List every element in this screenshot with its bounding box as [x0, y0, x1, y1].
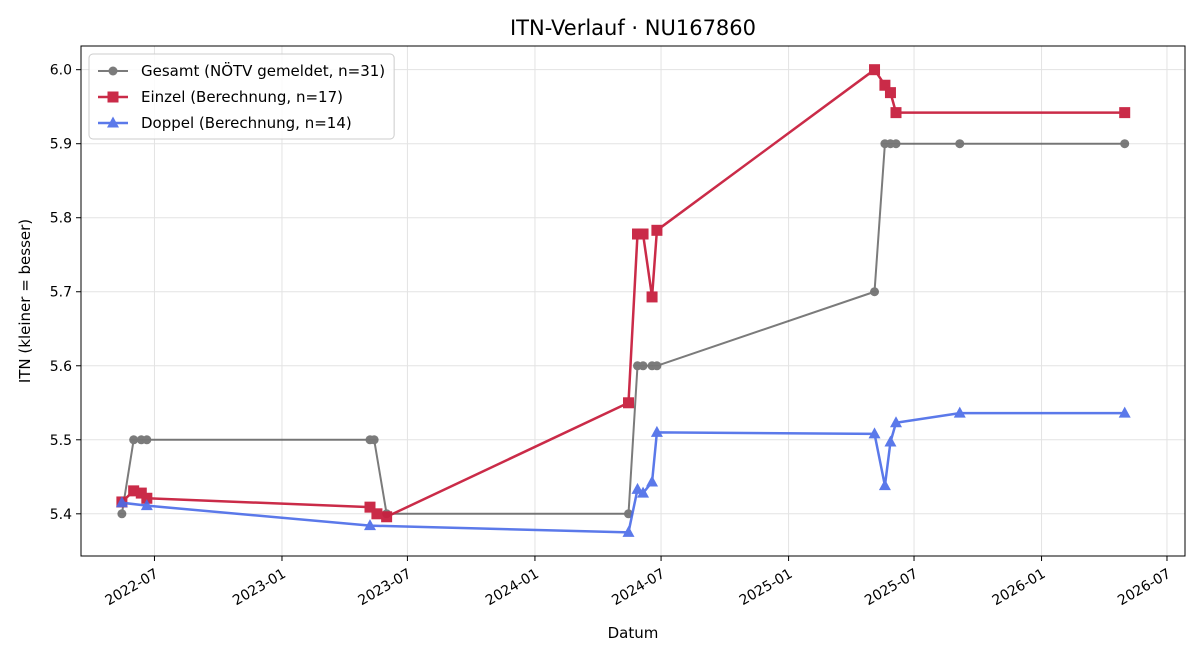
data-point [363, 519, 376, 531]
data-point [878, 479, 891, 491]
series-3 [115, 406, 1131, 537]
data-point [371, 508, 383, 520]
data-point [632, 228, 644, 240]
data-point [651, 224, 663, 236]
data-point [652, 361, 662, 371]
data-point [140, 499, 153, 511]
data-point [650, 425, 663, 437]
data-point [890, 107, 902, 119]
legend-marker [108, 66, 118, 76]
data-point [868, 427, 881, 439]
data-point [631, 482, 644, 494]
x-axis-label: Datum [608, 624, 659, 642]
legend-label: Einzel (Berechnung, n=17) [141, 88, 343, 106]
y-tick-label: 5.5 [50, 433, 72, 449]
data-point [955, 139, 965, 149]
legend-marker [107, 91, 119, 103]
data-point [135, 487, 147, 499]
data-point [129, 435, 139, 445]
y-tick-label: 5.4 [50, 507, 72, 523]
y-tick-label: 6.0 [50, 63, 72, 79]
legend-label: Doppel (Berechnung, n=14) [141, 114, 352, 132]
data-point [622, 525, 635, 537]
series-1 [117, 139, 1130, 519]
legend-swatch [98, 66, 128, 76]
legend: Gesamt (NÖTV gemeldet, n=31) Einzel (Bere… [88, 53, 395, 140]
y-tick-label: 5.7 [50, 285, 72, 301]
data-point [891, 139, 901, 149]
data-point [869, 64, 881, 76]
data-point [381, 511, 393, 523]
plot-frame [80, 45, 1186, 557]
legend-swatch [98, 116, 128, 128]
data-point [142, 435, 152, 445]
data-point [879, 79, 891, 91]
data-point [117, 509, 127, 519]
data-point [870, 287, 880, 297]
data-point [141, 492, 153, 504]
data-point [369, 435, 379, 445]
data-point [884, 87, 896, 99]
data-point [884, 435, 897, 447]
data-point [1120, 139, 1130, 149]
data-point [637, 228, 649, 240]
data-point [128, 485, 140, 497]
legend-swatch [98, 91, 128, 103]
data-point [646, 475, 659, 487]
data-point [115, 496, 128, 508]
legend-marker [107, 116, 119, 128]
series-2 [116, 64, 1131, 523]
legend-label: Gesamt (NÖTV gemeldet, n=31) [141, 61, 385, 80]
data-point [1119, 107, 1131, 119]
chart-title: ITN-Verlauf · NU167860 [510, 16, 756, 40]
data-point [622, 397, 634, 409]
y-tick-label: 5.6 [50, 359, 72, 375]
y-tick-label: 5.9 [50, 137, 72, 153]
data-point [890, 416, 903, 428]
data-point [638, 361, 648, 371]
data-point [953, 406, 966, 418]
y-axis-label: ITN (kleiner = besser) [16, 219, 34, 383]
data-point [646, 291, 658, 303]
data-point [364, 501, 376, 513]
legend-box [88, 53, 395, 140]
series-layer [115, 64, 1131, 537]
data-point [637, 486, 650, 498]
y-tick-label: 5.8 [50, 211, 72, 227]
data-point [1118, 406, 1131, 418]
